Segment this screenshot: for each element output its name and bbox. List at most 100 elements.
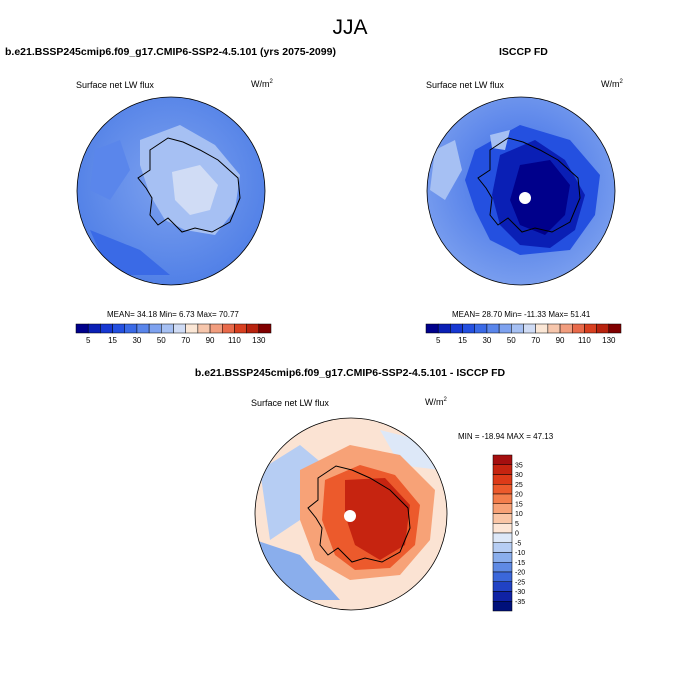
colorbar-swatch [492,532,513,543]
panel-2-colorbar: 5 15 30 50 70 90 110 130 [425,323,622,345]
colorbar-tick-label: 35 [515,462,523,469]
colorbar-swatch [523,323,536,334]
colorbar-tick-label: 110 [228,336,241,345]
panel-3-stats: MIN = -18.94 MAX = 47.13 [458,432,554,441]
panel-2-pole-hole [519,192,531,204]
colorbar-swatch [492,601,513,612]
colorbar-swatch [492,552,513,563]
colorbar-swatch [492,581,513,592]
colorbar-swatch [596,323,610,334]
colorbar-swatch [492,493,513,504]
colorbar-tick-label: 20 [515,492,523,499]
colorbar-swatch [246,323,260,334]
colorbar-tick-label: 70 [181,336,190,345]
colorbar-tick-label: 15 [108,336,117,345]
panel-1-map [76,96,266,286]
colorbar-tick-label: 50 [157,336,166,345]
colorbar-swatch [492,464,513,475]
colorbar-tick-label: 5 [436,336,441,345]
colorbar-swatch [161,323,174,334]
colorbar-tick-label: -30 [515,589,525,596]
colorbar-tick-label: 15 [515,501,523,508]
colorbar-swatch [492,591,513,602]
colorbar-swatch [492,454,513,465]
colorbar-tick-label: 5 [515,521,519,528]
colorbar-swatch [100,323,113,334]
colorbar-tick-label: -15 [515,560,525,567]
colorbar-swatch [492,542,513,553]
colorbar-swatch [258,323,272,334]
panel-2-field-region [490,130,510,150]
colorbar-swatch [124,323,138,334]
colorbar-swatch [486,323,500,334]
colorbar-tick-label: 25 [515,482,523,489]
colorbar-swatch [75,323,89,334]
colorbar-swatch [173,323,186,334]
panel-3-title: b.e21.BSSP245cmip6.f09_g17.CMIP6-SSP2-4.… [194,367,506,379]
panel-3-pole-hole [344,510,356,522]
colorbar-tick-label: -20 [515,570,525,577]
colorbar-swatch [222,323,235,334]
panel-3-field-label: Surface net LW flux [251,398,329,408]
colorbar-tick-label: 10 [515,511,523,518]
colorbar-swatch [492,523,513,534]
colorbar-tick-label: 110 [578,336,591,345]
panel-2-coastline [477,137,581,233]
panel-1-title: b.e21.BSSP245cmip6.f09_g17.CMIP6-SSP2-4.… [5,46,336,58]
colorbar-swatch [547,323,561,334]
colorbar-swatch [572,323,585,334]
colorbar-swatch [87,323,101,334]
panel-2-field-label: Surface net LW flux [426,80,504,90]
colorbar-swatch [136,323,150,334]
colorbar-tick-label: -5 [515,540,521,547]
panel-1-field-label: Surface net LW flux [76,80,154,90]
colorbar-swatch [197,323,211,334]
colorbar-swatch [492,571,513,582]
panel-3-units: W/m2 [425,397,447,407]
colorbar-swatch [437,323,451,334]
colorbar-tick-label: 130 [252,336,266,345]
panel-1-coastline [137,137,241,233]
colorbar-swatch [112,323,125,334]
panel-2-title: ISCCP FD [499,46,548,58]
colorbar-swatch [584,323,597,334]
panel-3-coastline [307,465,411,563]
panel-2-units: W/m2 [601,79,623,89]
panel-1-map-border [76,96,266,286]
colorbar-tick-label: 90 [206,336,215,345]
colorbar-tick-label: -25 [515,579,525,586]
colorbar-swatch [209,323,223,334]
colorbar-tick-label: 70 [531,336,540,345]
colorbar-swatch [234,323,247,334]
panel-3-map [254,417,448,611]
colorbar-swatch [148,323,162,334]
panel-2-field-region [510,160,570,235]
colorbar-tick-label: 30 [515,472,523,479]
panel-1-colorbar: 5 15 30 50 70 90 110 130 [75,323,272,345]
panel-1-stats: MEAN= 34.18 Min= 6.73 Max= 70.77 [107,310,239,319]
panel-1-field-region [172,165,218,215]
season-title: JJA [332,16,368,39]
colorbar-swatch [185,323,199,334]
panel-2-field-region [430,140,462,200]
colorbar-tick-label: 5 [86,336,91,345]
panel-2-map-border [426,96,616,286]
colorbar-swatch [511,323,524,334]
panel-3-colorbar: 35 30 25 20 15 10 5 0 -5 -10 -15 -20 -25 -30 -35 [492,454,525,612]
colorbar-swatch [498,323,512,334]
panel-2-stats: MEAN= 28.70 Min= -11.33 Max= 51.41 [452,310,591,319]
colorbar-swatch [492,513,513,524]
colorbar-tick-label: 30 [482,336,491,345]
colorbar-swatch [474,323,488,334]
colorbar-swatch [425,323,439,334]
colorbar-tick-label: 90 [556,336,565,345]
colorbar-tick-label: 50 [507,336,516,345]
panel-3-map-border [254,417,448,611]
panel-3-field-region [380,430,440,470]
colorbar-swatch [608,323,622,334]
colorbar-tick-label: 0 [515,531,519,538]
colorbar-swatch [492,474,513,485]
panel-3-field-region [345,478,410,560]
panel-3-field-region [255,540,340,600]
colorbar-swatch [450,323,463,334]
